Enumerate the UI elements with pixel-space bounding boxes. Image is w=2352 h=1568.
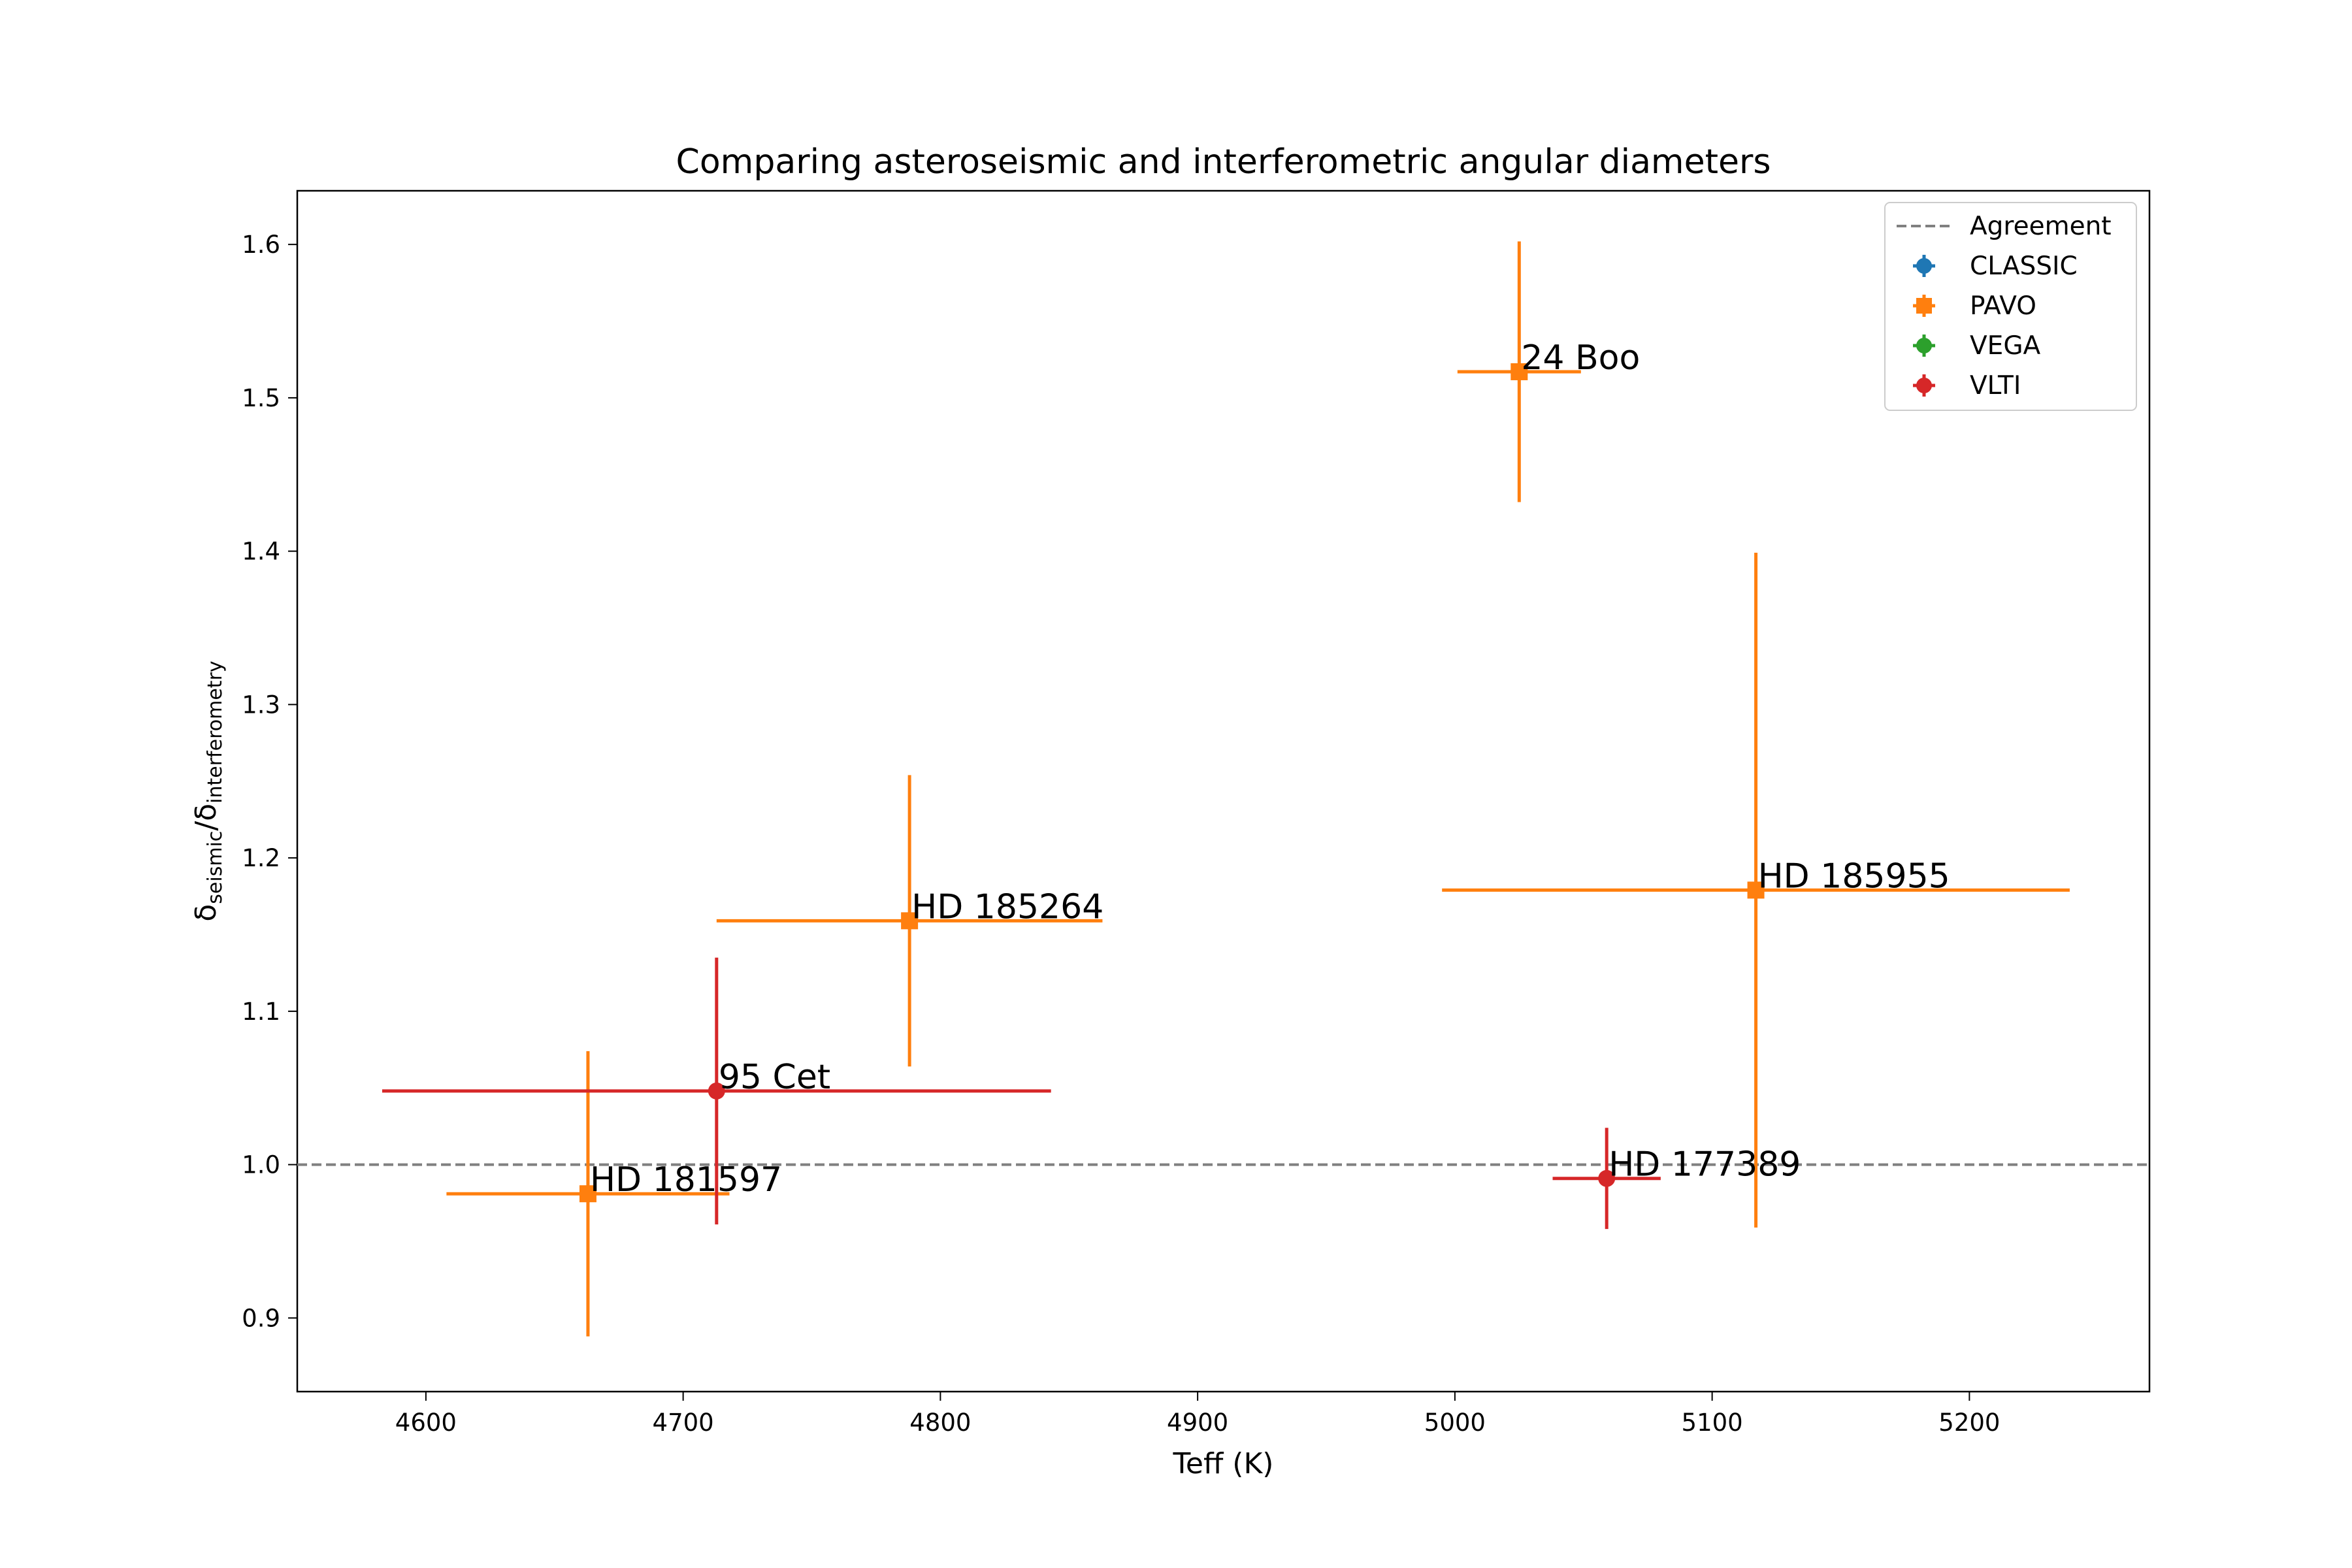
- y-axis-label-sep: /δ: [189, 804, 223, 831]
- y-tick-label: 1.1: [242, 998, 280, 1026]
- y-tick-label: 1.3: [242, 691, 280, 719]
- chart-title: Comparing asteroseismic and interferomet…: [676, 142, 1771, 182]
- legend-entry-label: PAVO: [1970, 291, 2036, 321]
- y-axis-label-main1: δ: [189, 904, 223, 922]
- x-tick-label: 4700: [653, 1409, 714, 1437]
- legend-entry-label: Agreement: [1970, 212, 2112, 241]
- legend-handle: [1913, 374, 1935, 397]
- x-axis-label: Teff (K): [1173, 1447, 1274, 1480]
- point-marker: [1511, 363, 1528, 380]
- y-tick-label: 1.4: [242, 538, 280, 566]
- x-tick-label: 5100: [1682, 1409, 1743, 1437]
- axis-ticks: 4600 4700 4800 4900 5000 5100 5200 0.9 1.0 1.1 1.2…: [242, 231, 2000, 1437]
- x-tick-label: 5000: [1424, 1409, 1486, 1437]
- point-marker: [708, 1082, 725, 1100]
- data-marks: [297, 241, 2149, 1337]
- point-label: HD 177389: [1609, 1145, 1801, 1184]
- point-marker: [901, 912, 919, 930]
- plot-area: [296, 189, 2151, 1393]
- plot-frame: [296, 189, 2151, 1393]
- y-tick-label: 1.2: [242, 844, 280, 872]
- point-marker: [579, 1185, 596, 1203]
- point-marker: [1598, 1169, 1616, 1187]
- legend-entry-label: CLASSIC: [1970, 252, 2078, 281]
- point-marker: [1747, 881, 1765, 899]
- data-point: [446, 1051, 730, 1337]
- data-point: [1457, 241, 1581, 502]
- y-axis-label-sub1: seismic: [204, 831, 227, 904]
- y-tick-label: 1.0: [242, 1151, 280, 1179]
- data-point: [1442, 552, 2070, 1228]
- data-point: [382, 957, 1051, 1225]
- legend: Agreement CLASSIC PAVO VEGA VLTI: [1884, 202, 2137, 411]
- legend-handle: [1913, 255, 1935, 277]
- point-label: 24 Boo: [1521, 338, 1640, 378]
- y-tick-label: 1.5: [242, 384, 280, 412]
- point-label: HD 185264: [911, 887, 1103, 926]
- legend-handle: [1913, 295, 1935, 317]
- legend-entry-label: VEGA: [1970, 331, 2041, 361]
- y-axis-label: δseismic/δinterferometry: [189, 661, 227, 921]
- legend-handle: [1913, 335, 1935, 357]
- x-tick-label: 4600: [395, 1409, 457, 1437]
- data-point: [1552, 1128, 1661, 1230]
- point-label: HD 181597: [590, 1160, 782, 1200]
- x-tick-label: 4800: [909, 1409, 971, 1437]
- x-tick-label: 4900: [1167, 1409, 1228, 1437]
- y-tick-label: 0.9: [242, 1304, 280, 1332]
- y-axis-label-sub2: interferometry: [204, 661, 227, 803]
- legend-entry-label: VLTI: [1970, 371, 2021, 400]
- point-annotations: 24 Boo HD 185955 HD 185264 HD 181597 95 Cet H…: [590, 338, 1950, 1200]
- x-tick-label: 5200: [1938, 1409, 2000, 1437]
- point-label: 95 Cet: [719, 1058, 830, 1097]
- legend-box: [1884, 202, 2137, 411]
- data-point: [716, 775, 1103, 1067]
- y-tick-label: 1.6: [242, 231, 280, 259]
- point-label: HD 185955: [1758, 857, 1950, 896]
